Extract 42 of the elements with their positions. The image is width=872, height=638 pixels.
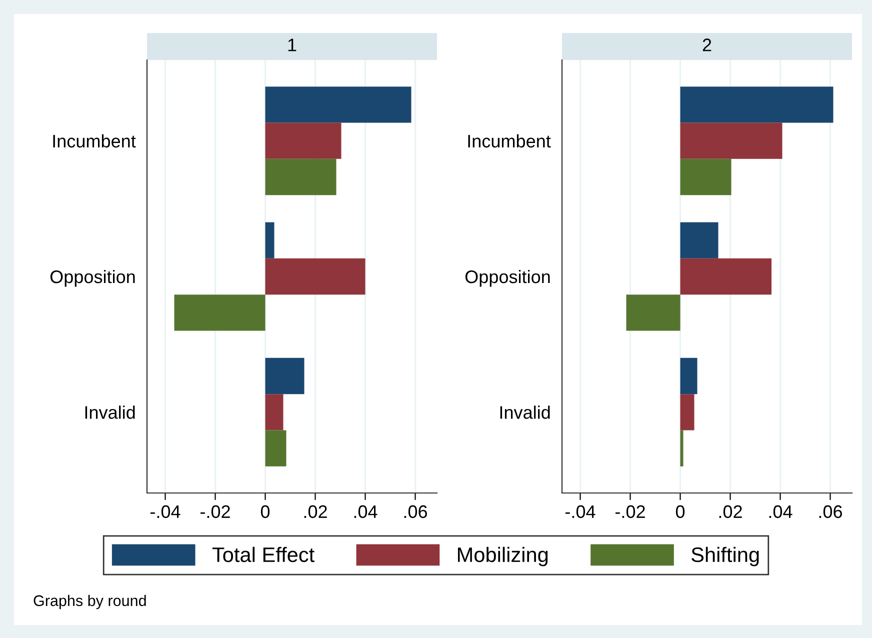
y-tick-label: Opposition bbox=[465, 270, 550, 287]
bar bbox=[174, 294, 266, 331]
x-tick-label: .06 bbox=[404, 505, 428, 518]
text: Graphs by round bbox=[34, 594, 146, 610]
bar bbox=[265, 86, 412, 123]
x-tick-label: .04 bbox=[354, 505, 378, 518]
x-tick-label: .06 bbox=[819, 505, 842, 518]
bar bbox=[265, 358, 304, 394]
bar bbox=[265, 430, 286, 466]
x-tick-label: -.04 bbox=[150, 505, 180, 518]
bar bbox=[265, 158, 336, 196]
y-tick-label: Incumbent bbox=[468, 134, 551, 148]
y-tick-label: Invalid bbox=[85, 406, 135, 419]
x-tick-label: -.02 bbox=[615, 505, 645, 518]
legend-label: Total Effect bbox=[212, 546, 314, 562]
x-tick-label: .02 bbox=[719, 505, 742, 518]
x-tick-label: .04 bbox=[769, 505, 792, 518]
legend-label: Shifting bbox=[692, 546, 759, 566]
bar bbox=[680, 158, 732, 196]
chart-title: 1 bbox=[288, 38, 296, 52]
bar bbox=[680, 258, 772, 295]
bar bbox=[680, 86, 834, 123]
bar bbox=[265, 222, 274, 258]
bar bbox=[265, 122, 342, 159]
x-tick-label: -.04 bbox=[565, 505, 596, 518]
y-tick-label: Opposition bbox=[50, 270, 135, 287]
x-tick-label: -.02 bbox=[200, 505, 230, 518]
chart-title: 2 bbox=[702, 38, 712, 52]
y-tick-label: Invalid bbox=[500, 406, 550, 419]
x-tick-label: 0 bbox=[676, 505, 685, 518]
bar bbox=[680, 222, 718, 258]
legend-label: Mobilizing bbox=[458, 546, 548, 566]
bar bbox=[265, 394, 284, 430]
bar bbox=[626, 294, 680, 331]
y-tick-label: Incumbent bbox=[53, 134, 136, 148]
bar bbox=[680, 394, 694, 430]
bar bbox=[680, 358, 698, 394]
bar bbox=[680, 122, 782, 159]
x-tick-label: 0 bbox=[260, 505, 270, 518]
x-tick-label: .02 bbox=[304, 505, 327, 518]
bar bbox=[265, 258, 366, 295]
bar bbox=[680, 430, 684, 466]
